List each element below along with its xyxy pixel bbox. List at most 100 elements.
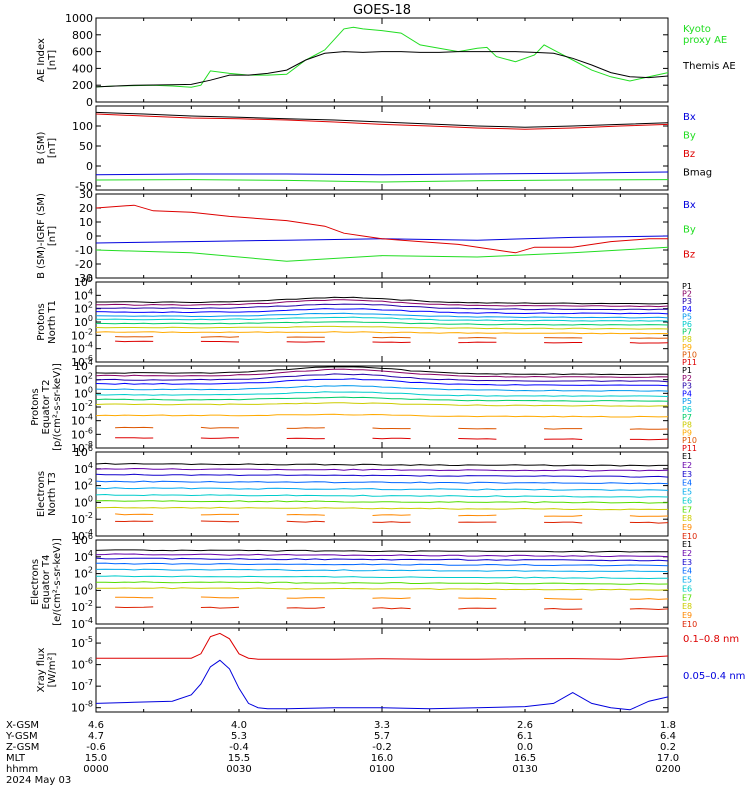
y-tick-label: 0 [86,96,93,109]
y-tick-label: 10-4 [71,616,93,631]
y-tick-exponent: -7 [85,678,93,687]
y-tick-exponent: 2 [88,478,93,487]
y-tick-exponent: 2 [88,566,93,575]
channel-line-e6 [96,495,668,498]
legend-label-line: Bz [683,249,695,260]
channel-legend-e10: E10 [682,620,697,629]
legend-label-line: Bz [683,149,695,160]
ephemeris-value: 0130 [512,764,537,775]
y-tick-label: 106 [74,444,93,459]
legend-label-line: Bx [683,112,696,123]
y-axis-title-line: North T1 [47,300,58,344]
channel-segment-p11 [544,439,582,440]
y-axis-title: ProtonsNorth T1 [36,300,58,344]
channel-legend-e5: E5 [682,576,692,585]
series-line-0.05–0.4-nm [96,660,668,710]
channel-legend-e3: E3 [682,470,692,479]
channel-segment-e9 [373,515,411,516]
panel-frame [96,194,668,278]
panel-frame [96,366,668,448]
channel-segment-p11 [373,438,411,439]
channel-line-p8 [96,403,668,407]
channel-segment-e9 [115,597,153,598]
channel-line-e3 [96,558,668,561]
channel-line-p9 [96,414,668,417]
y-axis-title-line: Electrons [30,559,41,605]
channel-legend-e1: E1 [682,540,692,549]
y-tick-exponent: 6 [88,444,93,453]
series-line-by [96,180,668,182]
channel-line-p8 [96,326,668,329]
channel-line-p5 [96,313,668,318]
channel-line-e5 [96,488,668,491]
channel-segment-p11 [373,342,411,343]
y-axis-title-line: Protons [36,303,47,340]
y-axis-title-line: Equator T2 [41,380,52,435]
ephemeris-row-label: Z-GSM [6,742,39,753]
legend-label-line: By [683,225,696,236]
y-axis-title: ElectronsEquator T4[e/(cm²-s-sr-keV)] [30,538,63,626]
series-line-by [96,247,668,261]
channel-segment-e10 [630,522,668,523]
channel-segment-p11 [458,439,496,440]
y-tick-label: 200 [72,79,93,92]
y-tick-exponent: -6 [85,657,93,666]
channel-segment-p10 [201,337,239,338]
channel-line-e3 [96,474,668,477]
ephemeris-value: -0.4 [229,742,249,753]
y-tick-label: 104 [74,549,93,564]
y-tick-exponent: 4 [88,358,93,367]
y-tick-label: 10 [79,216,93,229]
channel-line-p3 [96,374,668,382]
y-tick-exponent: -4 [85,616,93,625]
channel-segment-e10 [287,521,325,522]
channel-segment-p11 [201,341,239,342]
ephemeris-value: 0030 [226,764,251,775]
ephemeris-row-label: X-GSM [6,720,39,731]
ephemeris-value: 1.8 [660,720,676,731]
y-tick-label: 10-8 [71,700,93,715]
legend-label-line: Themis AE [682,61,736,72]
y-tick-label: 102 [74,566,93,581]
y-tick-exponent: 0 [88,582,93,591]
y-axis-title-line: Xray flux [36,648,47,693]
panel-protons-t2: 10-810-610-410-2100102104ProtonsEquator … [30,358,697,455]
channel-legend-e2: E2 [682,461,692,470]
y-tick-label: 50 [79,140,93,153]
y-tick-exponent: 0 [88,314,93,323]
channel-line-p7 [96,397,668,401]
legend-label: Bx [683,112,696,123]
channel-segment-p10 [544,429,582,430]
ephemeris-value: 5.7 [374,731,390,742]
y-tick-exponent: 2 [88,301,93,310]
channel-line-e2 [96,469,668,472]
channel-segment-p11 [115,341,153,342]
y-tick-label: 10-6 [71,657,93,672]
legend-label: 0.05–0.4 nm [683,671,745,682]
channel-line-p6 [96,392,668,397]
y-axis-title-line: North T3 [47,472,58,516]
y-axis-title-line: Equator T4 [41,555,52,610]
channel-line-e8 [96,588,668,591]
ephemeris-value: 4.0 [231,720,247,731]
channel-segment-e9 [287,598,325,599]
legend-label: Bz [683,249,695,260]
y-axis-title-line: AE Index [36,38,47,82]
y-tick-label: 600 [72,46,93,59]
y-tick-exponent: 6 [88,532,93,541]
channel-segment-e10 [201,521,239,522]
channel-segment-p10 [373,337,411,338]
ephemeris-value: -0.6 [86,742,106,753]
y-tick-label: -20 [75,258,93,271]
channel-line-e4 [96,481,668,484]
y-tick-exponent: -2 [85,399,93,408]
channel-legend-e5: E5 [682,488,692,497]
y-axis-title-line: Protons [30,388,41,425]
ephemeris-value: 16.5 [514,753,536,764]
y-tick-exponent: 4 [88,287,93,296]
y-tick-label: 20 [79,202,93,215]
